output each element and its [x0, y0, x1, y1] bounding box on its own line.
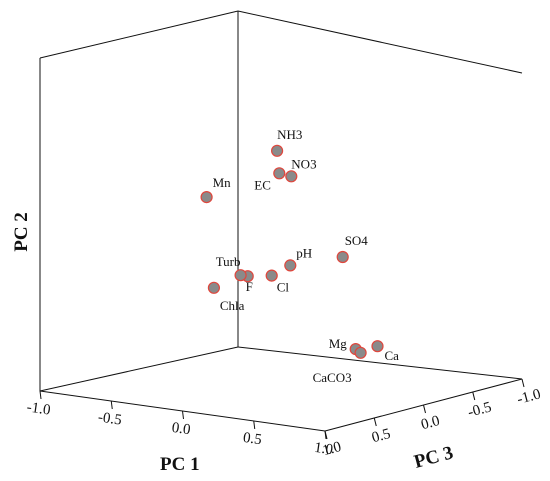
pc3-tick-label: -0.5	[466, 399, 493, 421]
pc3-tick-label: 0.5	[370, 426, 392, 446]
pc1-tick-mark	[39, 390, 42, 400]
pc3-tick-mark	[521, 378, 525, 388]
data-label-ec: EC	[254, 177, 271, 192]
pc3-tick-mark	[324, 430, 328, 440]
data-point-nh3	[271, 144, 284, 157]
data-label-mn: Mn	[213, 175, 232, 190]
pc3-tick-label: -1.0	[515, 386, 542, 408]
pc3-tick-label: 0.0	[419, 413, 441, 433]
data-label-caco3: CaCO3	[313, 370, 352, 385]
pc3-tick-mark	[373, 417, 377, 427]
data-point-ca	[371, 340, 384, 353]
data-label-ca: Ca	[385, 348, 400, 363]
data-label-mg: Mg	[329, 336, 348, 351]
data-point-cl	[265, 269, 278, 282]
data-point-no3	[285, 170, 298, 183]
pc1-tick-mark	[110, 400, 113, 410]
pc1-tick-label: -1.0	[26, 399, 52, 418]
box-frame	[39, 10, 523, 432]
pc3-axis-ticks: 1.0 0.5 0.0 -0.5 -1.0	[321, 378, 543, 459]
pc3-tick-label: 1.0	[321, 439, 343, 459]
pc1-axis-title: PC 1	[160, 454, 200, 475]
data-point-f	[234, 269, 247, 282]
data-label-f: F	[246, 279, 253, 294]
data-label-ph: pH	[296, 245, 312, 260]
pc1-tick-mark	[253, 420, 256, 430]
pc3-tick-mark	[472, 391, 476, 401]
data-label-so4: SO4	[345, 233, 369, 248]
pc1-tick-label: 0.0	[171, 420, 192, 438]
data-label-no3: NO3	[291, 156, 316, 171]
pc1-tick-label: -0.5	[97, 409, 123, 428]
pc1-tick-label: 1.0	[313, 440, 334, 458]
pc1-tick-mark	[182, 410, 184, 420]
data-label-cl: Cl	[277, 280, 290, 295]
data-label-turb: Turb	[216, 254, 241, 269]
data-point-so4	[336, 250, 349, 264]
data-point-ec	[273, 167, 286, 180]
data-point-chla	[207, 281, 220, 294]
data-point-caco3	[354, 346, 367, 359]
pc3-axis-title: PC 3	[412, 442, 456, 473]
data-point-ph	[284, 259, 297, 272]
data-label-chla: Chla	[220, 298, 245, 313]
pc2-axis-title: PC 2	[11, 212, 32, 252]
pc1-tick-label: 0.5	[242, 430, 263, 448]
pc3-tick-mark	[423, 404, 426, 414]
data-label-nh3: NH3	[277, 127, 302, 142]
data-point-mn	[200, 191, 213, 204]
pc1-axis-ticks: -1.0 -0.5 0.0 0.5 1.0	[26, 390, 334, 458]
